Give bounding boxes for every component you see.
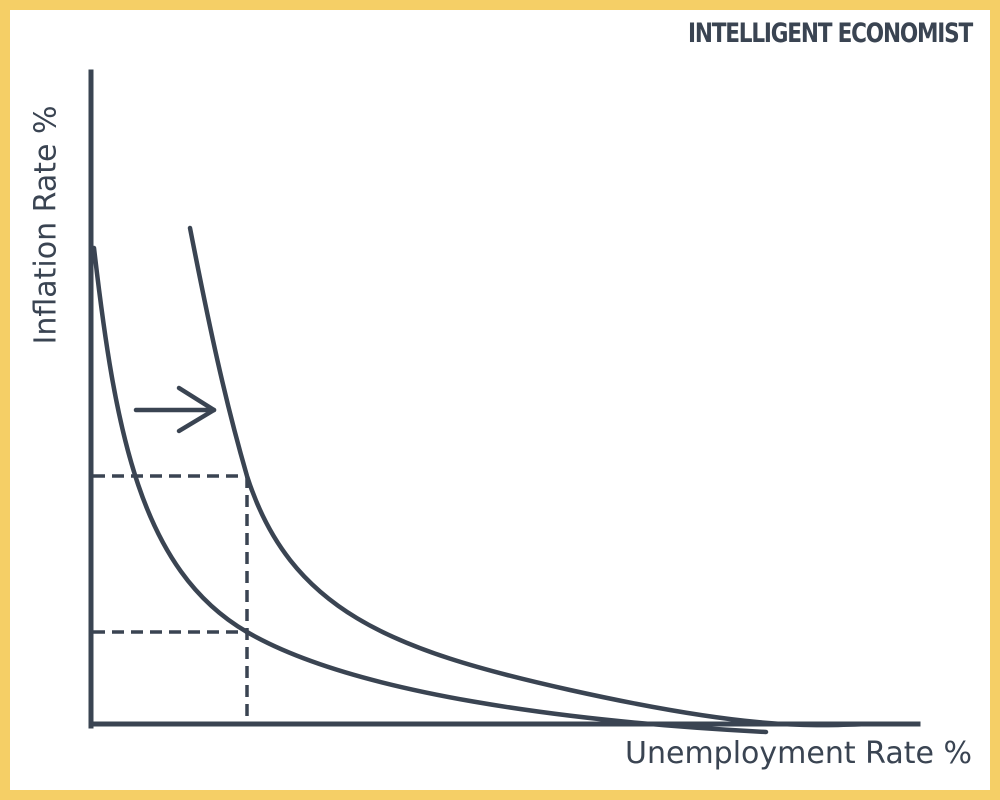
shifted-curve — [187, 225, 871, 728]
original-curve — [91, 245, 769, 735]
phillips-curve-diagram — [88, 69, 921, 735]
brand-logo: INTELLIGENT ECONOMIST — [687, 18, 973, 49]
shift-arrow-icon — [133, 385, 217, 434]
x-axis-label: Unemployment Rate % — [625, 736, 972, 771]
diagram-frame: INTELLIGENT ECONOMIST Inflation Rate % U… — [10, 10, 990, 790]
